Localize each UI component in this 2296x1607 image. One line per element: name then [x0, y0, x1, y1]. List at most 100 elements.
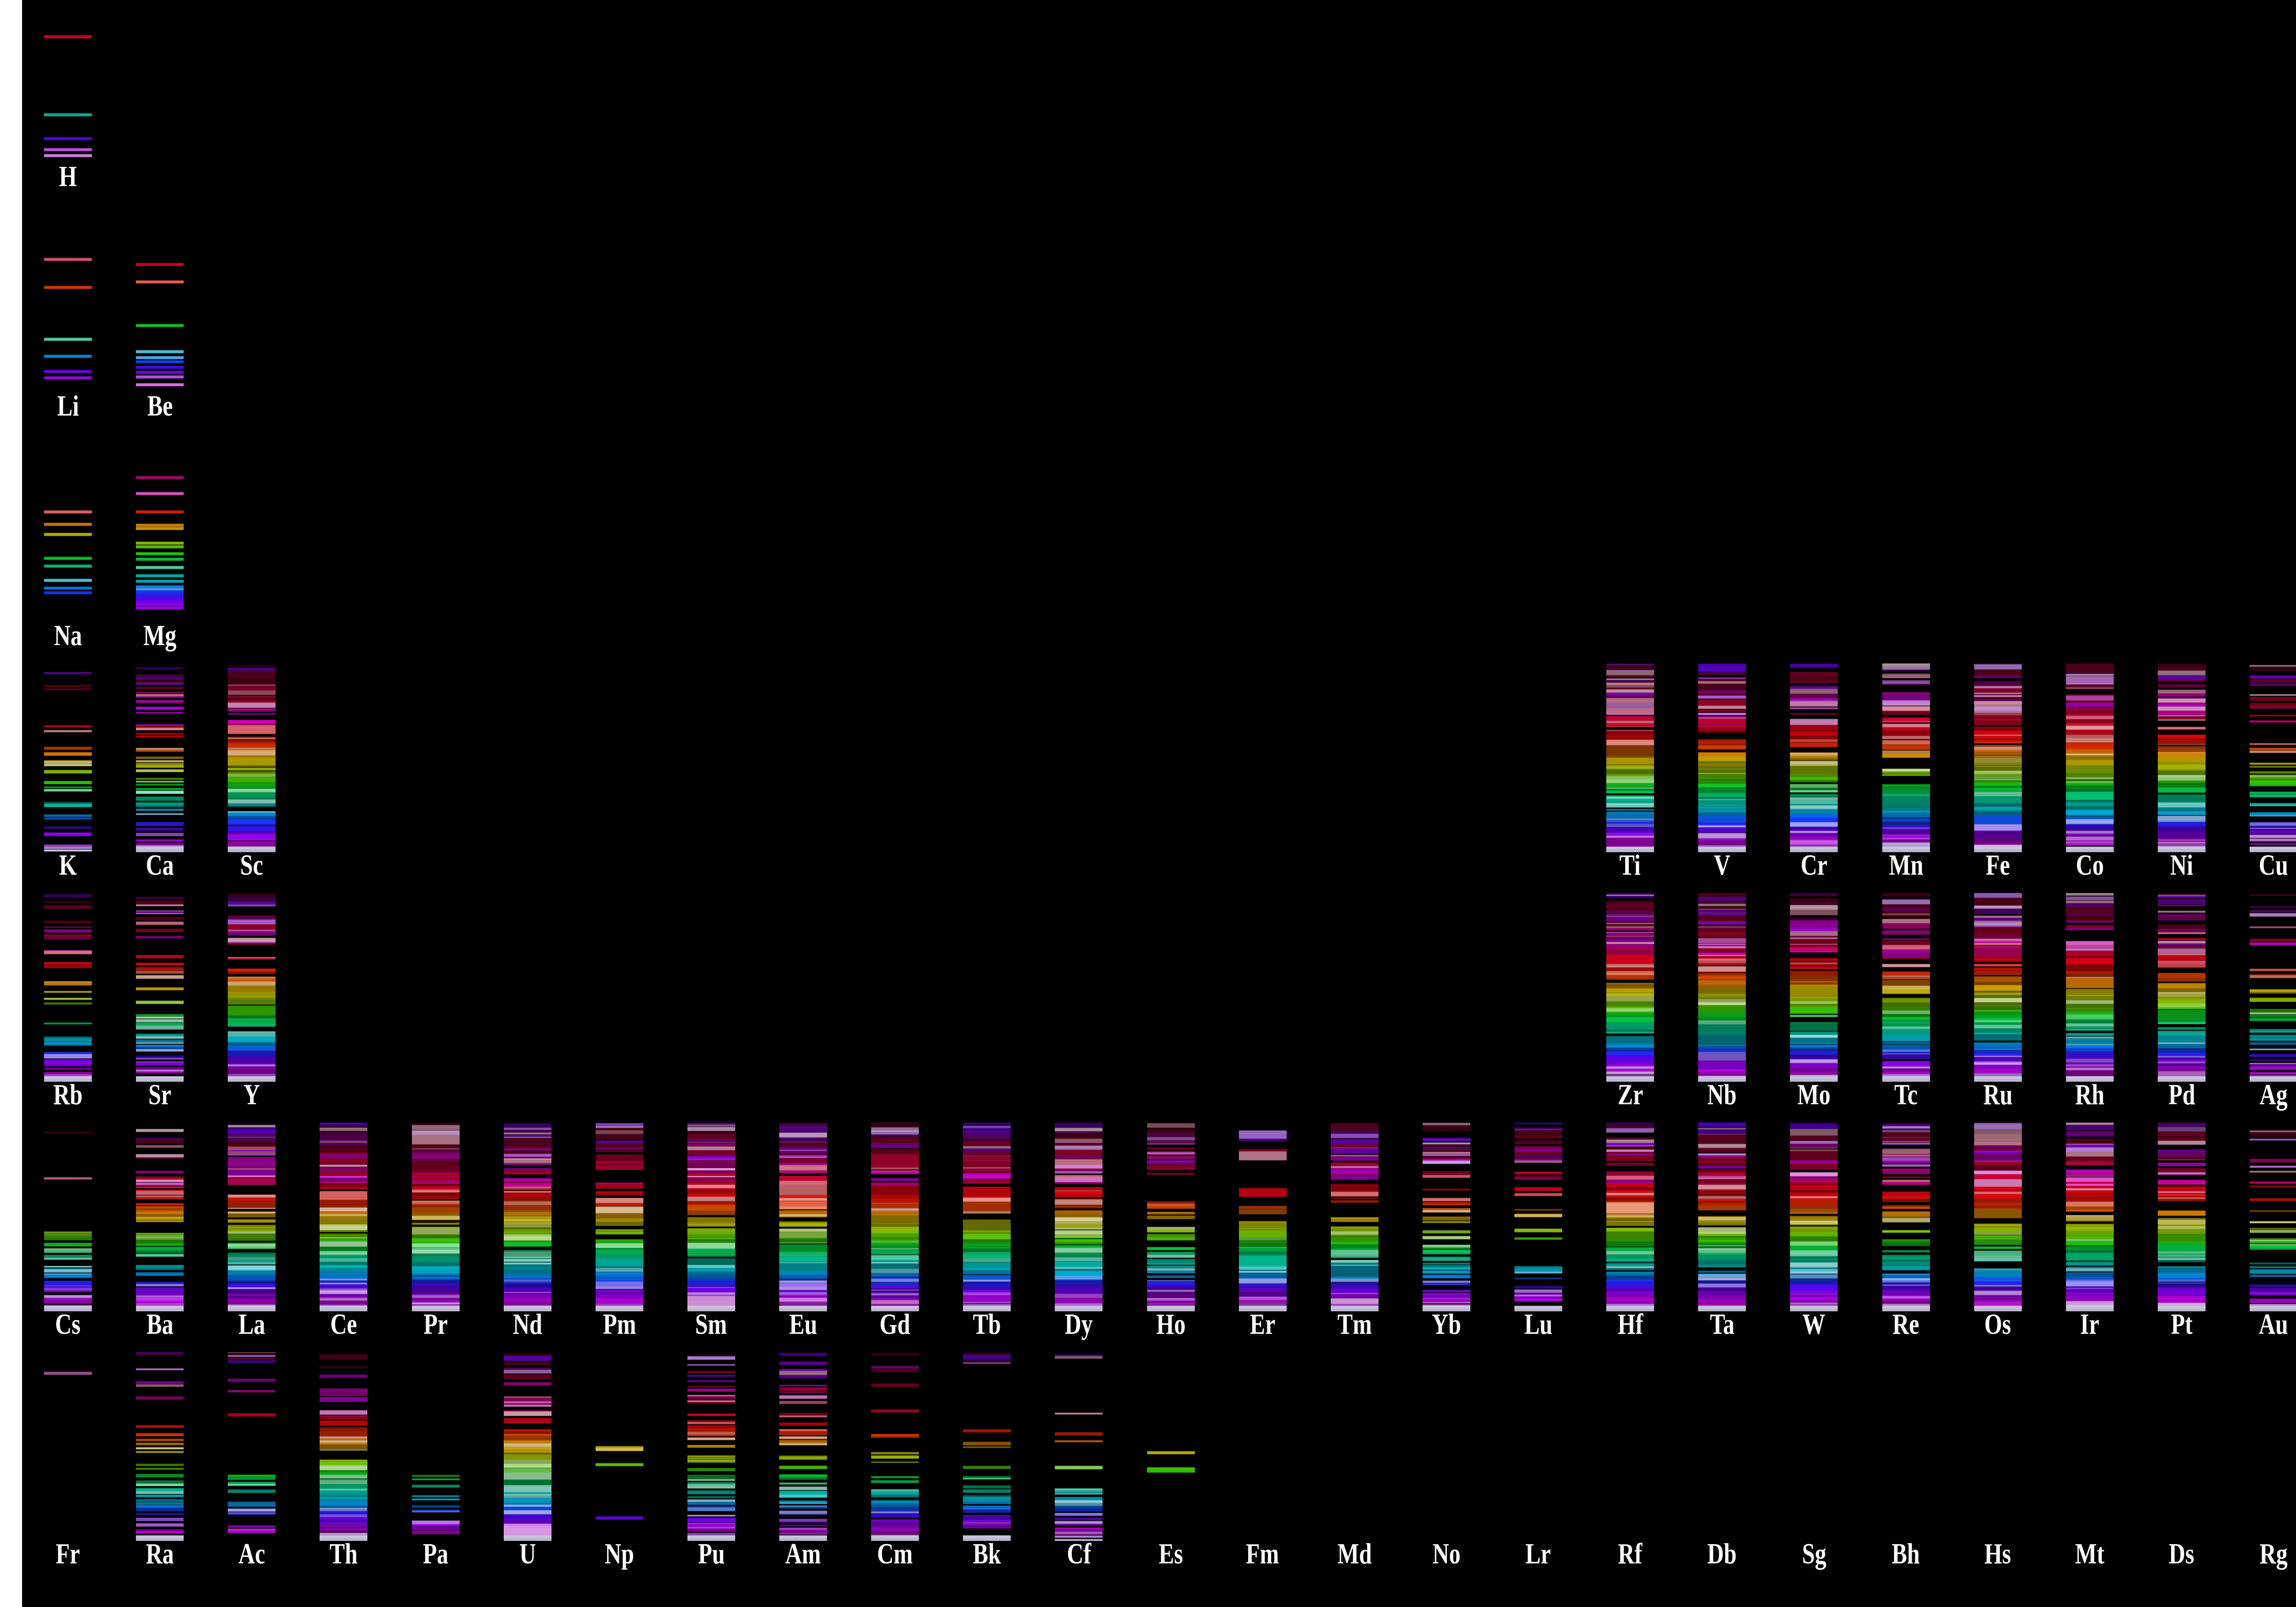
- element-symbol-no: No: [1401, 1537, 1492, 1570]
- element-cell-hf: Hf: [1584, 1123, 1676, 1377]
- emission-spectrum-mo: [1790, 893, 1838, 1082]
- element-symbol-ru: Ru: [1952, 1078, 2044, 1111]
- element-symbol-u: U: [482, 1537, 574, 1570]
- element-symbol-text: Ce: [330, 1308, 357, 1340]
- element-symbol-ta: Ta: [1676, 1308, 1768, 1341]
- element-symbol-text: Au: [2259, 1308, 2288, 1340]
- element-cell-lr: Lr: [1492, 1377, 1584, 1607]
- emission-spectrum-y: [228, 893, 276, 1082]
- element-cell-pm: Pm: [574, 1123, 665, 1377]
- element-symbol-mg: Mg: [114, 619, 206, 652]
- element-symbol-ce: Ce: [298, 1308, 389, 1341]
- element-cell-cu: Cu: [2228, 663, 2296, 918]
- element-cell-ce: Ce: [298, 1123, 389, 1377]
- element-symbol-text: Nd: [512, 1308, 542, 1340]
- element-cell-cr: Cr: [1768, 663, 1860, 918]
- element-symbol-nb: Nb: [1676, 1078, 1768, 1111]
- emission-spectrum-tc: [1882, 893, 1930, 1082]
- emission-spectrum-na: [44, 434, 92, 623]
- element-symbol-text: Np: [604, 1537, 634, 1570]
- element-cell-fe: Fe: [1952, 663, 2044, 918]
- element-symbol-ra: Ra: [114, 1537, 206, 1570]
- element-symbol-text: H: [59, 160, 77, 192]
- element-cell-mg: Mg: [114, 434, 206, 689]
- element-symbol-text: Cf: [1067, 1537, 1091, 1570]
- element-symbol-fe: Fe: [1952, 848, 2044, 882]
- element-symbol-text: La: [238, 1308, 265, 1340]
- element-cell-nb: Nb: [1676, 893, 1768, 1148]
- emission-spectrum-ac: [228, 1352, 276, 1541]
- element-symbol-text: Ho: [1156, 1308, 1186, 1340]
- emission-spectrum-li: [44, 204, 92, 393]
- element-cell-bh: Bh: [1860, 1377, 1952, 1607]
- element-cell-ir: Ir: [2044, 1123, 2136, 1377]
- element-symbol-pd: Pd: [2136, 1078, 2228, 1111]
- element-cell-ba: Ba: [114, 1123, 206, 1377]
- element-symbol-co: Co: [2044, 848, 2136, 882]
- element-symbol-text: Rg: [2259, 1537, 2288, 1570]
- element-symbol-text: Rh: [2075, 1078, 2105, 1111]
- emission-spectrum-pu: [687, 1352, 735, 1541]
- element-symbol-text: Li: [57, 389, 79, 422]
- element-symbol-text: Ir: [2080, 1308, 2099, 1340]
- element-cell-yb: Yb: [1401, 1123, 1492, 1377]
- element-cell-ti: Ti: [1584, 663, 1676, 918]
- element-cell-la: La: [206, 1123, 298, 1377]
- emission-spectrum-u: [503, 1352, 551, 1541]
- element-symbol-text: Dy: [1064, 1308, 1093, 1340]
- element-symbol-bk: Bk: [941, 1537, 1033, 1570]
- element-symbol-text: Lu: [1524, 1308, 1553, 1340]
- element-symbol-db: Db: [1676, 1537, 1768, 1570]
- emission-spectrum-fe: [1974, 663, 2022, 852]
- element-symbol-text: Na: [54, 619, 82, 652]
- emission-spectrum-os: [1974, 1123, 2022, 1311]
- element-symbol-k: K: [22, 848, 114, 882]
- emission-spectrum-lu: [1514, 1123, 1562, 1311]
- element-symbol-rf: Rf: [1584, 1537, 1676, 1570]
- element-symbol-text: Os: [1984, 1308, 2011, 1340]
- element-symbol-text: Y: [243, 1078, 260, 1111]
- emission-spectrum-ba: [136, 1123, 184, 1311]
- emission-spectrum-eu: [779, 1123, 827, 1311]
- element-symbol-text: Pd: [2168, 1078, 2195, 1111]
- element-symbol-ac: Ac: [206, 1537, 298, 1570]
- emission-spectrum-au: [2250, 1123, 2296, 1311]
- element-symbol-pr: Pr: [390, 1308, 482, 1341]
- element-cell-no: No: [1401, 1377, 1492, 1607]
- emission-spectrum-pd: [2157, 893, 2206, 1082]
- element-symbol-cu: Cu: [2228, 848, 2296, 882]
- element-symbol-text: Am: [785, 1537, 821, 1570]
- element-symbol-text: Ag: [2259, 1078, 2288, 1111]
- element-symbol-na: Na: [22, 619, 114, 652]
- element-cell-v: V: [1676, 663, 1768, 918]
- element-cell-pu: Pu: [665, 1352, 757, 1607]
- element-symbol-eu: Eu: [757, 1308, 849, 1341]
- emission-spectrum-pa: [411, 1352, 460, 1541]
- element-symbol-text: No: [1432, 1537, 1461, 1570]
- element-symbol-dy: Dy: [1033, 1308, 1125, 1341]
- element-symbol-text: Ni: [2170, 848, 2193, 881]
- element-symbol-tc: Tc: [1860, 1078, 1952, 1111]
- emission-spectrum-co: [2065, 663, 2114, 852]
- element-symbol-text: Cm: [877, 1537, 913, 1570]
- element-symbol-text: W: [1802, 1308, 1826, 1340]
- element-cell-y: Y: [206, 893, 298, 1148]
- emission-spectrum-ra: [136, 1352, 184, 1541]
- element-cell-ac: Ac: [206, 1352, 298, 1607]
- element-symbol-text: Nb: [1707, 1078, 1737, 1111]
- element-symbol-text: Bk: [973, 1537, 1001, 1570]
- element-symbol-text: Fe: [1986, 848, 2010, 881]
- emission-spectrum-hf: [1606, 1123, 1654, 1311]
- element-symbol-text: Sc: [240, 848, 264, 881]
- element-symbol-pm: Pm: [574, 1308, 665, 1341]
- emission-spectrum-cs: [44, 1123, 92, 1311]
- page-margin-left: [0, 0, 22, 1607]
- element-symbol-fm: Fm: [1217, 1537, 1309, 1570]
- emission-spectrum-er: [1238, 1123, 1287, 1311]
- emission-spectrum-gd: [871, 1123, 919, 1311]
- emission-spectrum-ni: [2157, 663, 2206, 852]
- emission-spectrum-k: [44, 663, 92, 852]
- emission-spectrum-cf: [1055, 1352, 1103, 1541]
- element-symbol-rh: Rh: [2044, 1078, 2136, 1111]
- element-cell-mn: Mn: [1860, 663, 1952, 918]
